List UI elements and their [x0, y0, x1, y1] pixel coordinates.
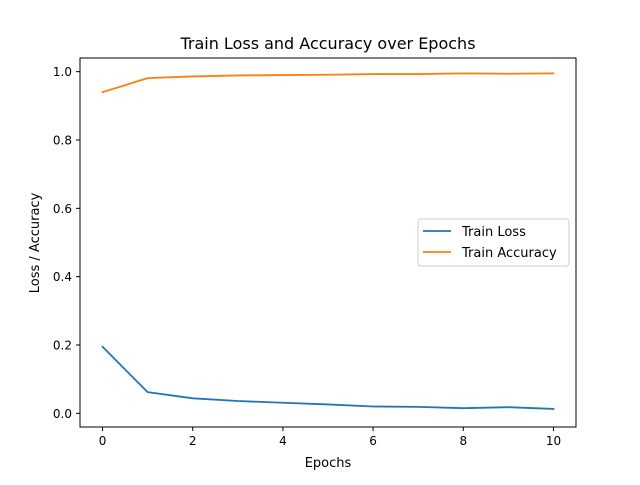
chart-title: Train Loss and Accuracy over Epochs [179, 34, 475, 53]
series-line-2 [101, 72, 555, 94]
x-axis-label: Epochs [305, 456, 352, 471]
x-tick-label: 10 [546, 434, 561, 448]
y-axis-label: Loss / Accuracy [28, 192, 43, 293]
axes-frame [79, 57, 577, 428]
y-tick-label: 1.0 [53, 65, 72, 79]
y-tick-label: 0.2 [53, 339, 72, 353]
legend-label-2: Train Accuracy [461, 246, 557, 261]
x-tick-label: 2 [189, 434, 197, 448]
y-tick-label: 0.8 [53, 134, 72, 148]
y-tick-label: 0.4 [53, 270, 72, 284]
series-line-1 [101, 345, 555, 410]
x-tick-label: 0 [99, 434, 107, 448]
legend-label-1: Train Loss [461, 225, 526, 240]
plot-area: 0 2 4 6 8 10 0.0 0.2 0.4 0.6 0.8 1.0 Train Loss Train… [53, 57, 577, 448]
legend-box [417, 218, 570, 267]
x-tick-label: 4 [279, 434, 287, 448]
x-tick-label: 6 [369, 434, 377, 448]
y-tick-label: 0.0 [53, 407, 72, 421]
y-tick-label: 0.6 [53, 202, 72, 216]
x-tick-label: 8 [459, 434, 467, 448]
